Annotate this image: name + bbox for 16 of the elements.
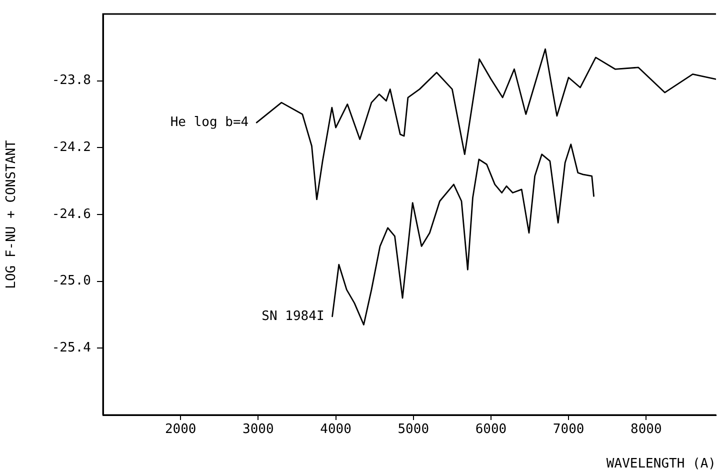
y-tick-label: -25.0 [52,274,91,289]
y-tick-label: -24.2 [52,140,91,156]
x-tick-label: 5000 [398,422,430,438]
x-axis-title: WAVELENGTH (A) [606,456,716,472]
series-label: SN 1984I [262,308,324,324]
x-tick-label: 2000 [164,422,196,438]
x-tick-label: 3000 [242,422,274,438]
x-tick-label: 4000 [320,422,352,438]
y-tick-label: -23.8 [52,73,91,88]
x-tick-label: 8000 [630,422,662,438]
y-axis-title: LOG F-NU + CONSTANT [4,140,20,289]
x-tick-label: 6000 [475,422,507,438]
y-tick-label: -25.4 [52,340,92,356]
x-tick-label: 7000 [552,422,584,438]
y-tick-label: -24.6 [52,206,91,222]
series-label: He log b=4 [170,114,249,130]
